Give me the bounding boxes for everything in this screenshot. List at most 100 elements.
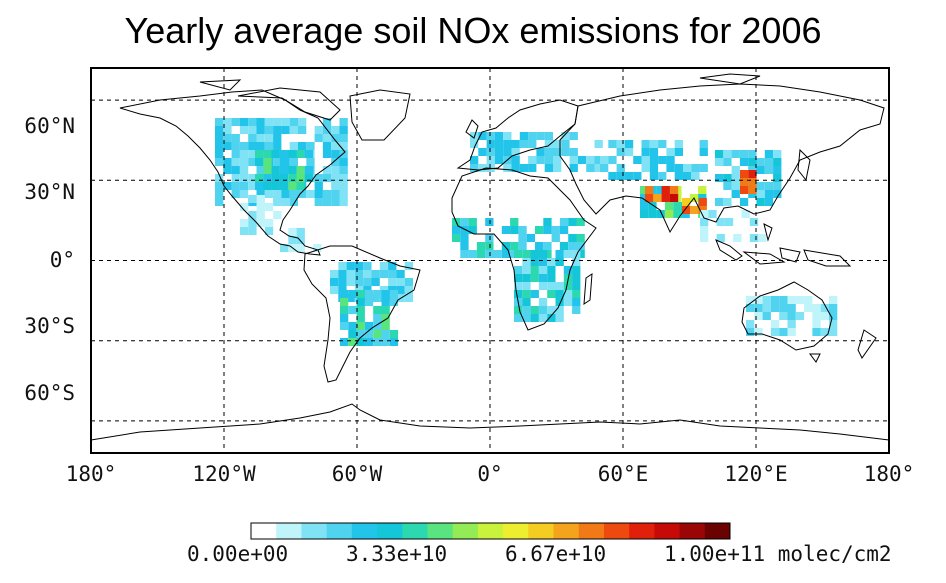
emission-cell	[476, 242, 486, 250]
emission-cell	[331, 158, 340, 166]
emission-cell	[522, 258, 531, 266]
emission-cell	[331, 198, 340, 206]
emission-cell	[723, 158, 732, 166]
emission-cell	[764, 182, 774, 190]
emission-cell	[522, 282, 531, 290]
emission-cell	[568, 242, 577, 250]
emission-cell	[723, 182, 732, 190]
emission-cell	[530, 266, 539, 274]
emission-cell	[288, 166, 297, 174]
emission-cell	[486, 148, 495, 156]
emission-cell	[348, 330, 357, 338]
emission-cell	[756, 182, 765, 190]
emission-cell	[829, 320, 838, 328]
emission-cell	[296, 174, 305, 182]
emission-cell	[339, 158, 348, 166]
emission-cell	[624, 140, 634, 148]
emission-cell	[371, 278, 380, 286]
emission-cell	[354, 278, 364, 286]
emission-cell	[723, 198, 732, 206]
emission-cell	[764, 190, 774, 198]
emission-cell	[530, 258, 539, 266]
emission-cell	[731, 174, 740, 182]
emission-cell	[279, 174, 289, 182]
emission-cell	[733, 234, 742, 242]
emission-cell	[787, 312, 796, 320]
emission-cell	[264, 126, 274, 134]
emission-cell	[762, 296, 771, 304]
emission-cell	[715, 158, 724, 166]
emission-cell	[640, 194, 649, 202]
emission-cell	[514, 274, 523, 282]
emission-cell	[494, 148, 504, 156]
emission-cell	[649, 140, 659, 148]
emission-cell	[248, 182, 257, 190]
emission-cell	[256, 195, 265, 203]
emission-cell	[306, 142, 315, 150]
emission-cell	[764, 198, 774, 206]
emission-cell	[289, 142, 298, 150]
emission-cell	[538, 258, 548, 266]
emission-cell	[381, 306, 390, 314]
emission-cell	[348, 306, 357, 314]
emission-cell	[256, 134, 265, 142]
emission-cell	[641, 140, 650, 148]
emission-cell	[331, 174, 340, 182]
emission-cell	[795, 296, 805, 304]
emission-cell	[288, 150, 297, 158]
emission-cell	[470, 140, 479, 148]
emission-cell	[273, 211, 282, 219]
emission-cell	[648, 202, 657, 210]
emission-cell	[264, 219, 274, 227]
emission-cell	[264, 190, 274, 198]
emission-cell	[700, 226, 709, 234]
emission-cell	[731, 150, 740, 158]
emission-cell	[381, 290, 390, 298]
emission-cell	[514, 314, 523, 322]
emission-cell	[248, 219, 257, 227]
emission-cell	[322, 150, 332, 158]
emission-cell	[563, 266, 573, 274]
emission-cell	[756, 158, 765, 166]
emission-cell	[522, 314, 531, 322]
emission-cell	[535, 242, 544, 250]
emission-cell	[231, 150, 240, 158]
emission-cell	[239, 150, 249, 158]
emission-cell	[829, 296, 838, 304]
emission-cell	[273, 190, 282, 198]
emission-cell	[746, 328, 755, 336]
emission-cell	[645, 194, 654, 202]
emission-cell	[501, 242, 511, 250]
lon-label-180e: 180°	[863, 462, 915, 486]
emission-cell	[749, 234, 759, 242]
emission-cell	[379, 270, 389, 278]
emission-cell	[764, 150, 774, 158]
emission-cell	[779, 312, 788, 320]
emission-cell	[526, 234, 535, 242]
emission-cell	[485, 218, 494, 226]
emission-cell	[661, 186, 670, 194]
emission-cell	[314, 190, 323, 198]
emission-cell	[715, 174, 724, 182]
emission-cell	[389, 338, 399, 346]
emission-cell	[551, 226, 560, 234]
emission-cell	[263, 158, 272, 166]
emission-cell	[559, 226, 569, 234]
emission-cell	[486, 132, 495, 140]
emission-cell	[256, 203, 265, 211]
emission-cell	[381, 338, 390, 346]
emission-cell	[559, 218, 569, 226]
emission-cell	[700, 210, 709, 218]
emission-cell	[741, 210, 750, 218]
emission-cell	[354, 270, 364, 278]
emission-cell	[530, 250, 539, 258]
emission-cell	[666, 164, 675, 172]
emission-cell	[348, 290, 357, 298]
emission-cell	[348, 338, 357, 346]
emission-cell	[468, 250, 477, 258]
emission-cell	[460, 218, 469, 226]
emission-cell	[281, 198, 290, 206]
emission-cell	[215, 182, 224, 190]
emission-cell	[346, 262, 355, 270]
emission-cell	[773, 158, 782, 166]
